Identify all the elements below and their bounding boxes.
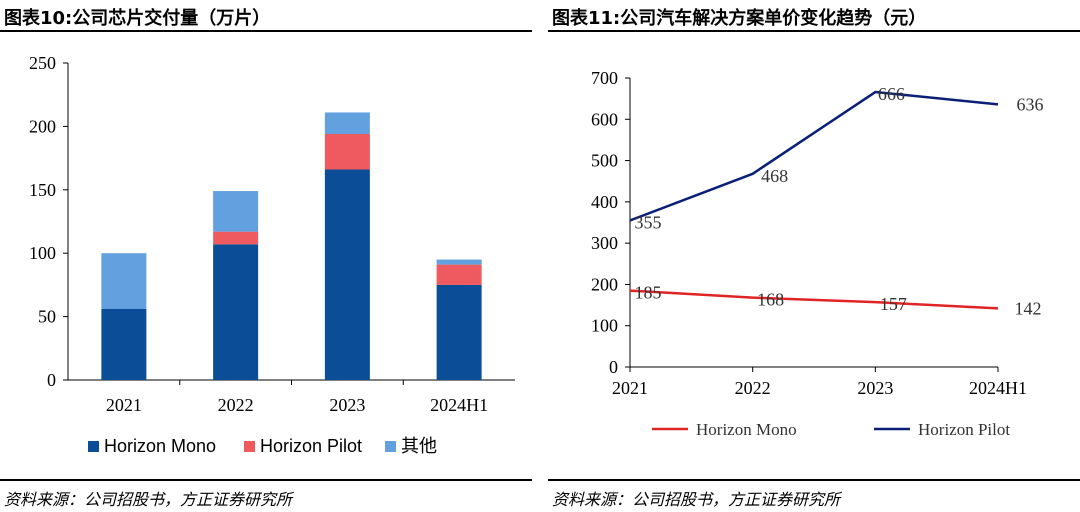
series-line xyxy=(629,90,999,222)
y-tick-label: 200 xyxy=(591,274,618,294)
x-tick-label: 2022 xyxy=(218,395,254,415)
y-tick-label: 150 xyxy=(29,180,56,200)
legend-swatch xyxy=(244,441,255,452)
chart-title-left: 图表10:公司芯片交付量（万片） xyxy=(4,8,271,29)
x-tick-label: 2024H1 xyxy=(969,378,1027,398)
bar-segment xyxy=(436,284,482,380)
x-tick-label: 2024H1 xyxy=(430,395,488,415)
data-label: 468 xyxy=(761,166,788,186)
y-tick-label: 250 xyxy=(29,53,56,73)
bar-segment xyxy=(213,231,259,245)
data-label: 185 xyxy=(635,283,662,303)
chart-panel-left: 图表10:公司芯片交付量（万片） 0 50 100 150 200 250 2021 2022… xyxy=(0,0,532,512)
y-tick-label: 200 xyxy=(29,116,56,136)
legend-label: Horizon Pilot xyxy=(918,420,1010,439)
y-tick-label: 700 xyxy=(591,68,618,88)
data-label: 142 xyxy=(1015,298,1042,318)
chart-title-right: 图表11:公司汽车解决方案单价变化趋势（元） xyxy=(552,8,927,29)
x-tick-label: 2023 xyxy=(329,395,365,415)
x-tick-label: 2022 xyxy=(735,378,771,398)
bar-segment xyxy=(436,264,482,285)
bar-segment xyxy=(213,191,259,232)
y-tick-label: 100 xyxy=(591,316,618,336)
y-tick-label: 100 xyxy=(29,243,56,263)
y-tick-label: 0 xyxy=(609,357,618,377)
source-note-right: 资料来源：公司招股书，方正证券研究所 xyxy=(552,490,841,509)
x-tick-label: 2021 xyxy=(612,378,648,398)
legend-label: Horizon Pilot xyxy=(260,436,362,456)
title-rule-right xyxy=(548,30,1080,32)
bar-segment xyxy=(324,169,370,380)
source-rule-left xyxy=(0,479,532,481)
x-tick-label: 2023 xyxy=(857,378,893,398)
x-tick-label: 2021 xyxy=(106,395,142,415)
legend-label: Horizon Mono xyxy=(104,436,216,456)
data-label: 157 xyxy=(880,294,907,314)
bar-chart-left: 0 50 100 150 200 250 2021 2022 2023 2024H1 Horizon… xyxy=(29,53,515,456)
y-tick-label: 300 xyxy=(591,233,618,253)
line-chart-right: 0 100 200 300 400 500 600 700 2021 2022 2023 2024H1… xyxy=(591,68,1044,439)
bar-segment xyxy=(213,244,259,380)
y-tick-label: 0 xyxy=(47,370,56,390)
bar-segment xyxy=(101,253,147,309)
title-rule-left xyxy=(0,30,532,32)
data-label: 355 xyxy=(635,212,662,232)
source-rule-right xyxy=(548,479,1080,481)
data-label: 666 xyxy=(878,84,905,104)
source-note-left: 资料来源：公司招股书，方正证券研究所 xyxy=(4,490,293,509)
bar-segment xyxy=(101,308,147,380)
y-tick-label: 500 xyxy=(591,151,618,171)
data-label: 636 xyxy=(1017,94,1044,114)
legend-label: Horizon Mono xyxy=(696,420,797,439)
bar-segment xyxy=(324,112,370,135)
chart-panel-right: 图表11:公司汽车解决方案单价变化趋势（元） 0 100 200 300 400 500 6… xyxy=(548,0,1080,512)
y-tick-label: 400 xyxy=(591,192,618,212)
y-tick-label: 50 xyxy=(38,307,56,327)
data-label: 168 xyxy=(757,290,784,310)
bar-segment xyxy=(436,259,482,265)
legend-swatch xyxy=(385,441,396,452)
legend-swatch xyxy=(88,441,99,452)
series-line xyxy=(629,289,999,310)
bar-segment xyxy=(324,134,370,170)
y-tick-label: 600 xyxy=(591,109,618,129)
legend-label: 其他 xyxy=(401,436,437,456)
